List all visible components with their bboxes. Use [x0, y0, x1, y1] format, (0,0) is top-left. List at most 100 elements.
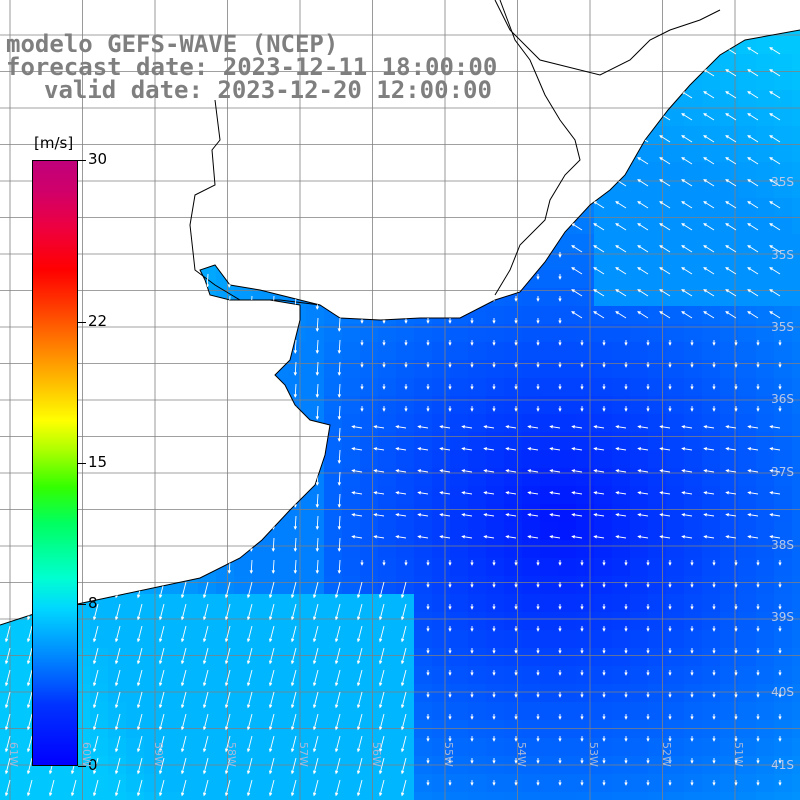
coastline	[0, 0, 800, 626]
wind-vector	[356, 735, 363, 753]
wind-vector	[293, 229, 298, 244]
wind-vector	[227, 471, 232, 486]
wind-vector	[227, 427, 232, 442]
wind-vector	[703, 91, 715, 99]
wind-vector	[227, 207, 232, 222]
wind-vector	[747, 535, 759, 539]
wind-vector	[703, 245, 715, 253]
wind-vector	[725, 447, 737, 451]
wind-vector	[161, 361, 166, 376]
wind-vector	[29, 119, 34, 134]
wind-vector	[119, 10, 120, 23]
wind-vector	[224, 713, 231, 731]
wind-vector	[315, 449, 320, 464]
wind-vector	[249, 405, 254, 420]
wind-vector	[356, 625, 363, 643]
wind-vector	[158, 713, 165, 731]
wind-vector	[114, 603, 121, 621]
wind-vector	[373, 535, 385, 539]
wind-vector	[615, 425, 627, 429]
wind-vector	[637, 425, 649, 429]
wind-vector	[161, 185, 166, 200]
wind-vector	[180, 735, 187, 753]
wind-vector	[571, 513, 583, 517]
wind-vector	[571, 113, 583, 121]
latitude-label: 35S	[771, 175, 794, 189]
wind-vector	[315, 405, 320, 420]
wind-vector	[271, 405, 276, 420]
wind-vector	[681, 30, 693, 33]
wind-vector	[571, 447, 583, 451]
wind-vector	[505, 425, 517, 429]
wind-vector	[249, 427, 254, 442]
wind-vector	[769, 179, 781, 187]
wind-vector	[249, 229, 254, 244]
wind-vector	[48, 779, 55, 797]
longitude-label: 52W	[659, 742, 673, 767]
wind-vector	[268, 713, 275, 731]
wind-vector	[659, 289, 671, 297]
wind-vector	[571, 491, 583, 495]
wind-vector	[202, 647, 209, 665]
wind-vector	[268, 735, 275, 753]
wind-vector	[747, 513, 759, 517]
wind-vector	[681, 135, 693, 143]
wind-vector	[725, 425, 737, 429]
wind-vector	[249, 317, 254, 332]
wind-vector	[593, 179, 605, 187]
wind-vector	[571, 311, 583, 319]
wind-vector	[593, 113, 605, 121]
wind-vector	[337, 559, 342, 574]
wind-vector	[161, 295, 166, 310]
wind-vector	[205, 185, 210, 200]
wind-vector	[95, 537, 100, 552]
wind-vector	[439, 447, 451, 451]
wind-vector	[224, 647, 231, 665]
wind-vector	[139, 449, 144, 464]
wind-vector	[682, 4, 692, 10]
wind-vector	[227, 229, 232, 244]
wind-vector	[205, 427, 210, 442]
wind-vector	[293, 163, 298, 178]
wind-vector	[312, 581, 319, 599]
wind-vector	[271, 537, 276, 552]
wind-vector	[334, 581, 341, 599]
wind-vector	[92, 779, 99, 797]
wind-vector	[615, 513, 627, 517]
wind-vector	[268, 757, 275, 775]
wind-vector	[271, 383, 276, 398]
wind-vector	[725, 469, 737, 473]
wind-vector	[315, 537, 320, 552]
wind-vector	[95, 207, 100, 222]
wind-vector	[571, 289, 583, 297]
wind-vector	[268, 647, 275, 665]
wind-vector	[271, 163, 276, 178]
wind-vector	[549, 447, 561, 451]
wind-vector	[158, 757, 165, 775]
wind-vector	[207, 10, 208, 23]
wind-vector	[268, 625, 275, 643]
wind-vector	[271, 361, 276, 376]
wind-vector	[615, 157, 627, 165]
wind-vector	[114, 669, 121, 687]
wind-vector	[615, 135, 627, 143]
latitude-label: 35S	[771, 320, 794, 334]
wind-vector	[334, 625, 341, 643]
wind-vector	[136, 669, 143, 687]
wind-vector	[92, 647, 99, 665]
wind-vector	[725, 157, 737, 165]
wind-vector	[4, 691, 11, 709]
latitude-label: 39S	[771, 610, 794, 624]
wind-vector	[615, 267, 627, 275]
wind-vector	[293, 559, 298, 574]
wind-vector	[205, 471, 210, 486]
wind-vector	[351, 425, 363, 429]
wind-vector	[439, 425, 451, 429]
wind-vector	[158, 779, 165, 797]
wind-vector	[703, 135, 715, 143]
wind-vector	[227, 493, 232, 508]
wind-vector	[92, 757, 99, 775]
wind-vector	[726, 4, 736, 10]
wind-vector	[337, 427, 342, 442]
wind-vector	[704, 4, 714, 10]
